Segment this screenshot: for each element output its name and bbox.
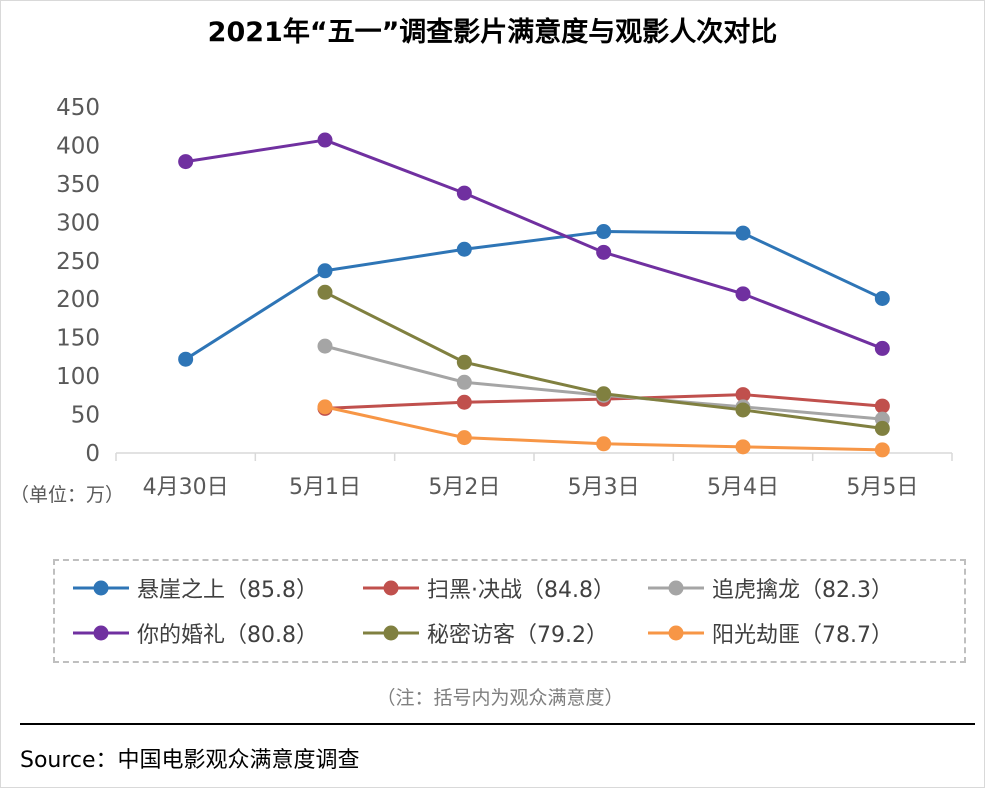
legend-item: 阳光劫匪（78.7） bbox=[648, 618, 893, 648]
y-tick-label: 50 bbox=[71, 403, 100, 429]
data-point-series-6 bbox=[874, 442, 890, 458]
legend-item: 追虎擒龙（82.3） bbox=[648, 573, 893, 603]
y-tick-label: 350 bbox=[56, 172, 100, 198]
data-point-series-2 bbox=[874, 398, 890, 414]
data-point-series-3 bbox=[317, 338, 333, 354]
data-point-series-6 bbox=[596, 436, 612, 452]
legend-label: 你的婚礼（80.8） bbox=[137, 623, 318, 648]
legend: 悬崖之上（85.8） 扫黑·决战（84.8） 追虎擒龙（82.3） 你的婚礼（80.8… bbox=[53, 559, 966, 663]
data-point-series-1 bbox=[178, 351, 194, 367]
y-tick-label: 200 bbox=[56, 287, 100, 313]
legend-label: 追虎擒龙（82.3） bbox=[712, 578, 893, 603]
unit-label: （单位：万） bbox=[10, 484, 125, 506]
data-point-series-4 bbox=[735, 286, 751, 302]
legend-swatch bbox=[363, 625, 419, 641]
x-tick-label: 5月5日 bbox=[846, 475, 918, 500]
chart-title: 2021年“五一”调查影片满意度与观影人次对比 bbox=[207, 17, 778, 48]
series-line-1 bbox=[184, 230, 883, 361]
y-tick-label: 250 bbox=[56, 249, 100, 275]
data-point-series-1 bbox=[596, 224, 612, 240]
data-point-series-5 bbox=[456, 354, 472, 370]
data-point-series-5 bbox=[735, 402, 751, 418]
y-tick-label: 300 bbox=[56, 210, 100, 236]
data-point-series-4 bbox=[874, 340, 890, 356]
legend-swatch bbox=[648, 580, 704, 596]
legend-item: 悬崖之上（85.8） bbox=[73, 573, 318, 603]
data-point-series-2 bbox=[456, 394, 472, 410]
x-tick-label: 5月2日 bbox=[428, 475, 500, 500]
y-tick-label: 450 bbox=[56, 95, 100, 121]
y-tick-label: 100 bbox=[56, 364, 100, 390]
x-tick-label: 5月1日 bbox=[289, 475, 361, 500]
data-point-series-5 bbox=[317, 284, 333, 300]
data-point-series-1 bbox=[456, 241, 472, 257]
data-point-series-4 bbox=[456, 185, 472, 201]
data-point-series-3 bbox=[456, 374, 472, 390]
series-line-3 bbox=[324, 344, 883, 421]
series-line-5 bbox=[324, 290, 883, 430]
legend-label: 悬崖之上（85.8） bbox=[137, 578, 318, 603]
legend-swatch bbox=[73, 580, 129, 596]
y-tick-label: 400 bbox=[56, 133, 100, 159]
x-tick-label: 5月3日 bbox=[568, 475, 640, 500]
divider bbox=[20, 723, 975, 725]
legend-item: 秘密访客（79.2） bbox=[363, 618, 608, 648]
data-point-series-4 bbox=[317, 132, 333, 148]
footnote: （注：括号内为观众满意度） bbox=[376, 687, 624, 709]
x-tick-label: 5月4日 bbox=[707, 475, 779, 500]
data-point-series-6 bbox=[735, 439, 751, 455]
data-point-series-2 bbox=[735, 387, 751, 403]
data-point-series-5 bbox=[874, 420, 890, 436]
y-tick-label: 0 bbox=[85, 441, 100, 467]
data-point-series-5 bbox=[596, 386, 612, 402]
data-point-series-1 bbox=[735, 225, 751, 241]
legend-item: 你的婚礼（80.8） bbox=[73, 618, 318, 648]
source-text: Source：中国电影观众满意度调查 bbox=[20, 748, 360, 773]
series-line-4 bbox=[185, 138, 883, 350]
x-tick-label: 4月30日 bbox=[143, 475, 229, 500]
data-point-series-4 bbox=[178, 154, 194, 170]
data-point-series-1 bbox=[317, 263, 333, 279]
data-point-series-6 bbox=[456, 430, 472, 446]
legend-label: 阳光劫匪（78.7） bbox=[712, 623, 893, 648]
legend-swatch bbox=[648, 625, 704, 641]
legend-swatch bbox=[73, 625, 129, 641]
legend-item: 扫黑·决战（84.8） bbox=[363, 573, 615, 603]
legend-label: 秘密访客（79.2） bbox=[427, 623, 608, 648]
data-point-series-4 bbox=[596, 244, 612, 260]
y-tick-label: 150 bbox=[56, 326, 100, 352]
data-point-series-1 bbox=[874, 290, 890, 306]
legend-swatch bbox=[363, 580, 419, 596]
legend-label: 扫黑·决战（84.8） bbox=[427, 578, 615, 603]
data-point-series-6 bbox=[317, 399, 333, 415]
line-chart: 0 50 100 150 200 250 300 350 400 450 4月30日 5月1日 5月2日… bbox=[56, 95, 953, 500]
